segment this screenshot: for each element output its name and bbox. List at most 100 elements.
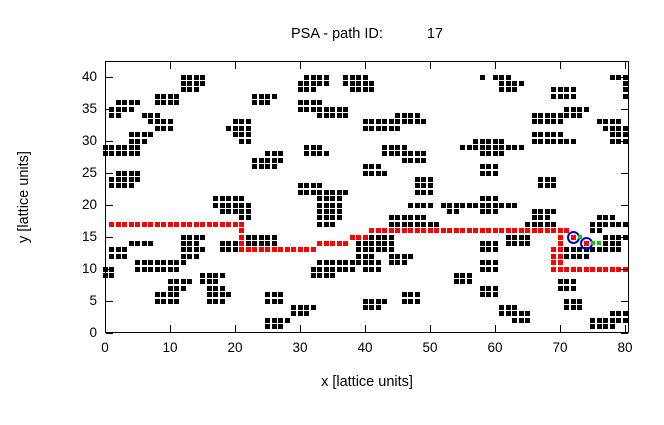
- obstacle-cell: [206, 272, 212, 278]
- obstacle-cell: [167, 279, 173, 285]
- obstacle-cell: [141, 240, 147, 246]
- obstacle-cell: [492, 247, 498, 253]
- obstacle-cell: [349, 87, 355, 93]
- obstacle-cell: [180, 240, 186, 246]
- path-cell: [213, 221, 218, 227]
- path-cell: [271, 247, 277, 253]
- obstacle-cell: [317, 202, 322, 208]
- obstacle-cell: [128, 176, 134, 182]
- obstacle-cell: [421, 215, 426, 221]
- obstacle-cell: [609, 317, 615, 323]
- obstacle-cell: [479, 196, 485, 202]
- y-tick-mark: [621, 141, 628, 142]
- obstacle-cell: [505, 311, 511, 317]
- obstacle-cell: [362, 247, 368, 253]
- obstacle-cell: [252, 164, 257, 170]
- obstacle-cell: [174, 100, 179, 106]
- obstacle-cell: [271, 240, 277, 246]
- y-tick-label: 20: [81, 197, 97, 212]
- path-cell: [538, 228, 543, 234]
- obstacle-cell: [330, 272, 335, 278]
- obstacle-cell: [115, 253, 121, 259]
- path-cell: [453, 228, 459, 234]
- obstacle-cell: [369, 164, 374, 170]
- obstacle-cell: [356, 247, 361, 253]
- obstacle-cell: [362, 164, 368, 170]
- obstacle-cell: [219, 272, 225, 278]
- obstacle-cell: [232, 132, 238, 138]
- y-axis-label: y [lattice units]: [16, 151, 32, 243]
- path-cell: [551, 247, 556, 253]
- obstacle-cell: [226, 125, 231, 131]
- obstacle-cell: [200, 247, 205, 253]
- obstacle-cell: [499, 202, 504, 208]
- obstacle-cell: [388, 119, 394, 125]
- obstacle-cell: [622, 125, 628, 131]
- obstacle-cell: [336, 208, 342, 214]
- obstacle-cell: [486, 164, 491, 170]
- obstacle-cell: [408, 157, 413, 163]
- path-cell: [122, 221, 127, 227]
- obstacle-cell: [557, 285, 563, 291]
- obstacle-cell: [219, 298, 225, 304]
- obstacle-cell: [336, 202, 342, 208]
- obstacle-cell: [167, 292, 173, 298]
- obstacle-cell: [479, 170, 485, 176]
- obstacle-cell: [512, 80, 517, 86]
- obstacle-cell: [252, 157, 257, 163]
- obstacle-cell: [362, 74, 368, 80]
- obstacle-cell: [570, 285, 576, 291]
- obstacle-cell: [213, 298, 218, 304]
- obstacle-cell: [239, 202, 244, 208]
- obstacle-cell: [317, 215, 322, 221]
- obstacle-cell: [219, 247, 225, 253]
- obstacle-cell: [206, 279, 212, 285]
- obstacle-cell: [518, 144, 524, 150]
- obstacle-cell: [609, 125, 615, 131]
- obstacle-cell: [135, 100, 140, 106]
- obstacle-cell: [609, 234, 615, 240]
- path-cell: [135, 221, 140, 227]
- obstacle-cell: [135, 260, 140, 266]
- obstacle-cell: [310, 106, 316, 112]
- obstacle-cell: [564, 285, 569, 291]
- obstacle-cell: [512, 234, 517, 240]
- obstacle-cell: [551, 221, 556, 227]
- path-cell: [174, 221, 179, 227]
- obstacle-cell: [531, 208, 537, 214]
- x-tick-label: 10: [162, 340, 178, 355]
- obstacle-cell: [297, 183, 303, 189]
- obstacle-cell: [382, 234, 387, 240]
- obstacle-cell: [479, 138, 485, 144]
- obstacle-cell: [258, 157, 264, 163]
- obstacle-cell: [193, 240, 199, 246]
- obstacle-cell: [544, 215, 550, 221]
- y-tick-mark: [106, 205, 113, 206]
- obstacle-cell: [278, 151, 283, 157]
- obstacle-cell: [128, 183, 134, 189]
- obstacle-cell: [570, 247, 576, 253]
- obstacle-cell: [460, 144, 465, 150]
- obstacle-cell: [304, 87, 309, 93]
- obstacle-cell: [388, 125, 394, 131]
- path-cell: [583, 266, 589, 272]
- obstacle-cell: [570, 87, 576, 93]
- obstacle-cell: [466, 202, 472, 208]
- obstacle-cell: [421, 183, 426, 189]
- obstacle-cell: [486, 144, 491, 150]
- obstacle-cell: [226, 202, 231, 208]
- obstacle-cell: [375, 304, 381, 310]
- obstacle-cell: [427, 189, 433, 195]
- path-cell: [219, 221, 225, 227]
- path-cell: [551, 253, 556, 259]
- obstacle-cell: [265, 151, 270, 157]
- obstacle-cell: [427, 221, 433, 227]
- x-tick-mark: [560, 325, 561, 332]
- obstacle-cell: [590, 247, 595, 253]
- path-cell: [460, 228, 465, 234]
- obstacle-cell: [564, 279, 569, 285]
- obstacle-cell: [154, 119, 160, 125]
- x-tick-mark: [170, 62, 171, 69]
- path-cell: [590, 266, 595, 272]
- obstacle-cell: [343, 80, 348, 86]
